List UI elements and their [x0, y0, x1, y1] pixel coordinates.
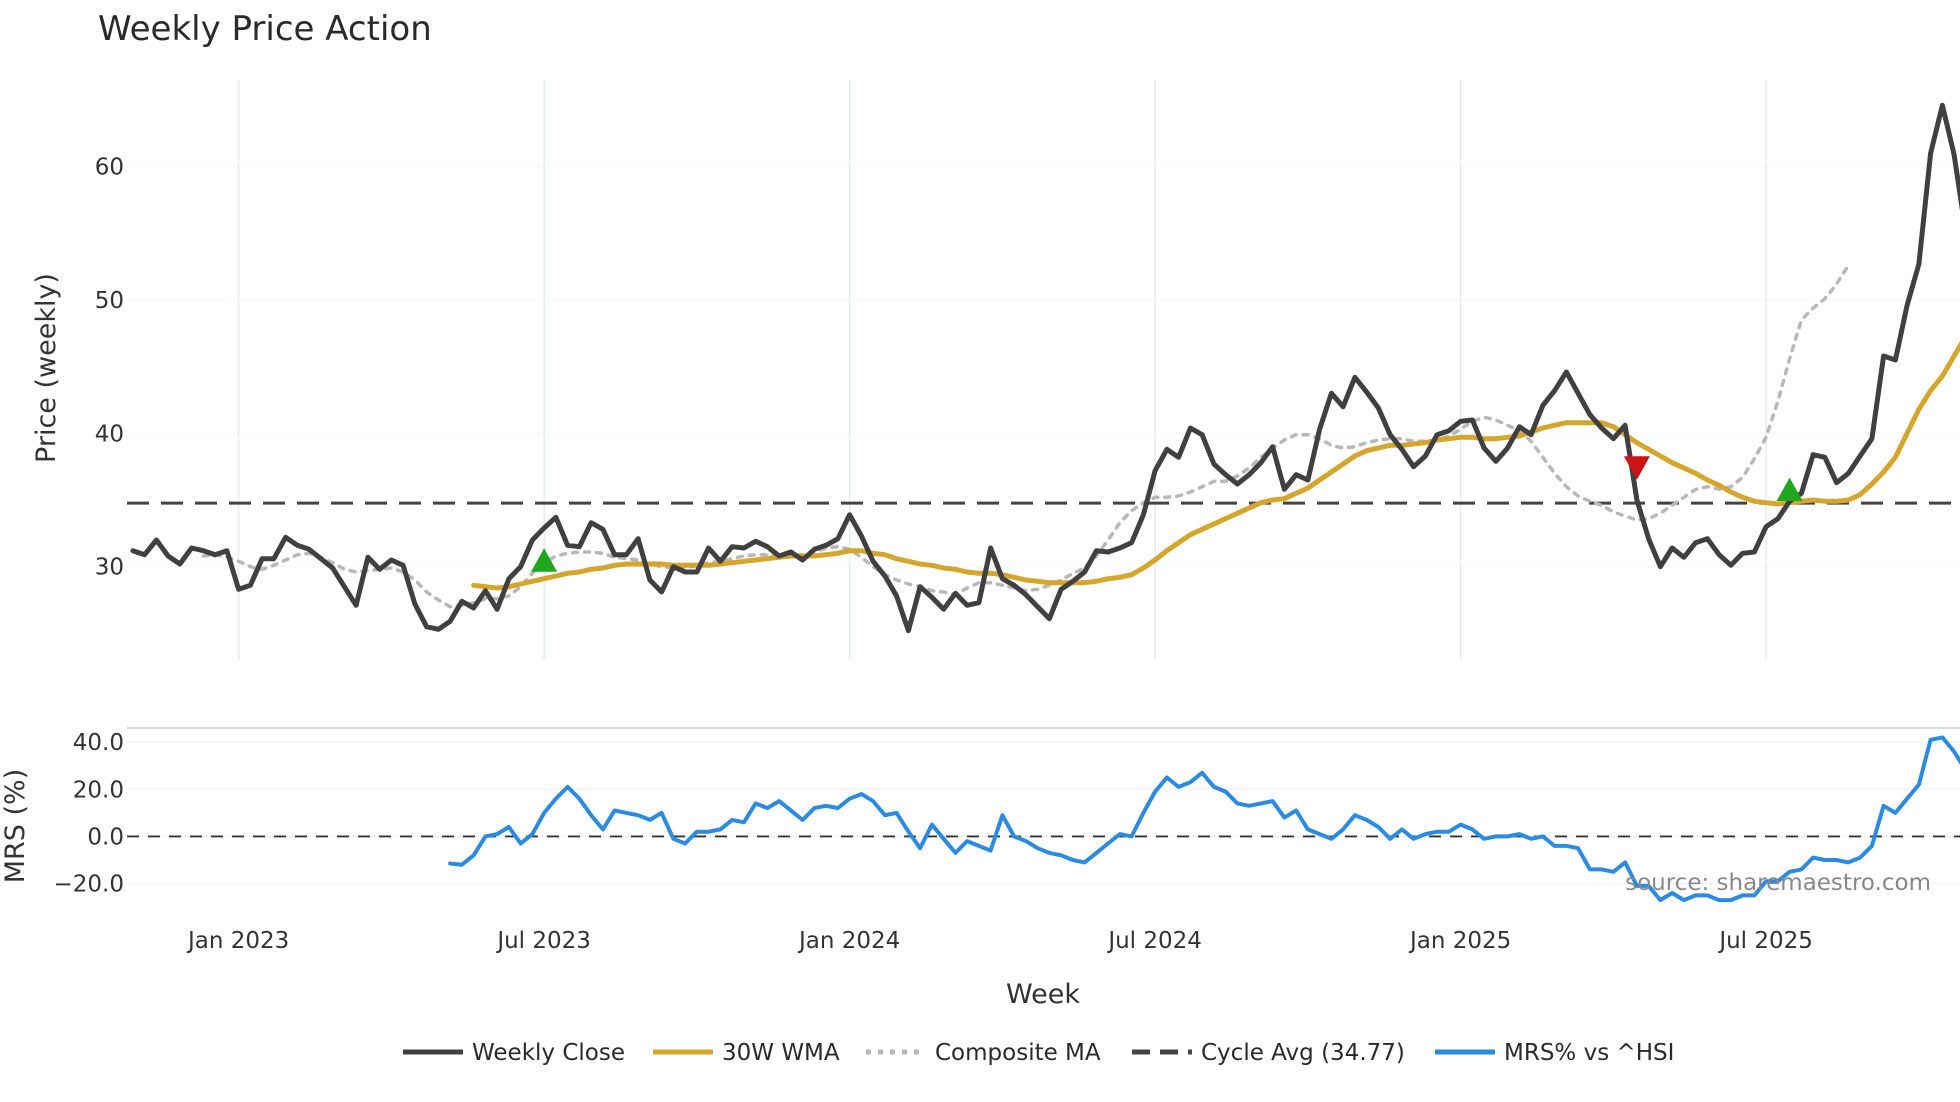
price-panel-gridlines — [127, 80, 1960, 660]
mrs-y-axis-ticks: −20.0 0.0 20.0 40.0 — [54, 730, 124, 897]
series-30w-wma-line — [471, 341, 1960, 591]
x-tick-label-0: Jan 2023 — [186, 928, 289, 954]
buy-signal-marker-2 — [1776, 477, 1803, 501]
legend-label-1: 30W WMA — [722, 1040, 840, 1066]
legend-label-4: MRS% vs ^HSI — [1504, 1040, 1674, 1066]
legend-label-2: Composite MA — [935, 1040, 1101, 1066]
legend-item-4: MRS% vs ^HSI — [1435, 1040, 1674, 1066]
price-y-tick-label-3: 60 — [95, 155, 124, 181]
legend-item-0: Weekly Close — [403, 1040, 625, 1066]
x-axis-title: Week — [1006, 979, 1080, 1010]
price-y-tick-label-2: 50 — [95, 288, 124, 314]
chart-title: Weekly Price Action — [98, 9, 432, 49]
x-tick-label-5: Jul 2025 — [1717, 928, 1813, 954]
signal-markers — [531, 456, 1803, 572]
chart-legend: Weekly Close 30W WMA Composite MA Cycle Avg… — [403, 1040, 1674, 1066]
source-annotation: source: sharemaestro.com — [1625, 870, 1931, 896]
price-y-axis-ticks: 30 40 50 60 — [95, 155, 124, 581]
x-tick-label-3: Jul 2024 — [1106, 928, 1202, 954]
legend-label-0: Weekly Close — [472, 1040, 625, 1066]
price-y-tick-label-0: 30 — [95, 555, 124, 581]
series-mrs-vs-hsi-line — [448, 735, 1960, 903]
mrs-y-tick-label-1: 0.0 — [87, 824, 124, 850]
x-tick-label-1: Jul 2023 — [495, 928, 591, 954]
legend-item-1: 30W WMA — [653, 1040, 840, 1066]
price-y-tick-label-1: 40 — [95, 421, 124, 447]
buy-signal-marker-0 — [531, 548, 558, 572]
price-y-axis-title: Price (weekly) — [31, 273, 62, 463]
legend-item-3: Cycle Avg (34.77) — [1132, 1040, 1405, 1066]
legend-label-3: Cycle Avg (34.77) — [1201, 1040, 1405, 1066]
x-tick-label-2: Jan 2024 — [797, 928, 900, 954]
x-axis-ticks: Jan 2023 Jul 2023 Jan 2024 Jul 2024 Jan 2025… — [186, 928, 1813, 954]
mrs-panel-gridlines — [127, 727, 1960, 885]
mrs-y-axis-title: MRS (%) — [0, 769, 31, 884]
series-composite-ma-line — [201, 263, 1851, 609]
sell-signal-marker-1 — [1623, 456, 1650, 480]
legend-item-2: Composite MA — [866, 1040, 1101, 1066]
mrs-y-tick-label-0: −20.0 — [54, 872, 124, 898]
x-tick-label-4: Jan 2025 — [1408, 928, 1511, 954]
mrs-y-tick-label-3: 40.0 — [73, 730, 124, 756]
mrs-panel-series — [448, 735, 1960, 903]
price-panel-series — [127, 102, 1960, 634]
mrs-y-tick-label-2: 20.0 — [73, 777, 124, 803]
series-weekly-close-line — [130, 102, 1960, 634]
